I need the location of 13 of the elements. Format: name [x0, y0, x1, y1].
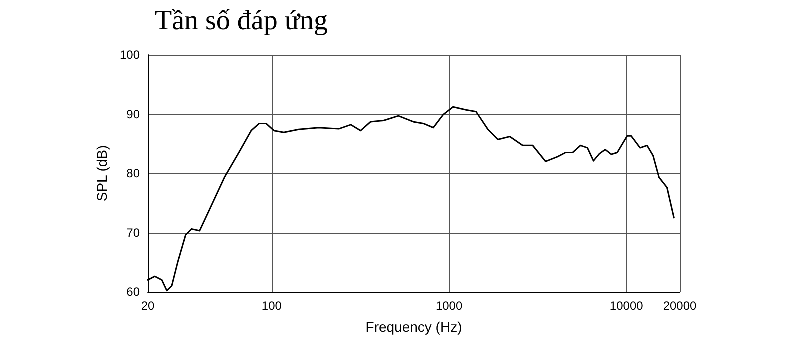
x-tick-label: 100: [262, 299, 282, 313]
y-tick-label: 100: [120, 48, 140, 62]
x-tick-label: 20000: [663, 299, 698, 313]
y-tick-label: 60: [126, 285, 140, 299]
y-tick-label: 80: [126, 166, 140, 180]
x-tick-label: 1000: [436, 299, 463, 313]
y-axis-title: SPL (dB): [94, 145, 110, 202]
chart-title: Tần số đáp ứng: [155, 6, 328, 36]
x-tick-label: 20: [141, 299, 155, 313]
y-tick-label: 90: [126, 107, 140, 122]
x-tick-label: 10000: [610, 299, 644, 313]
y-tick-label: 70: [126, 226, 140, 240]
x-axis-title: Frequency (Hz): [366, 319, 462, 335]
